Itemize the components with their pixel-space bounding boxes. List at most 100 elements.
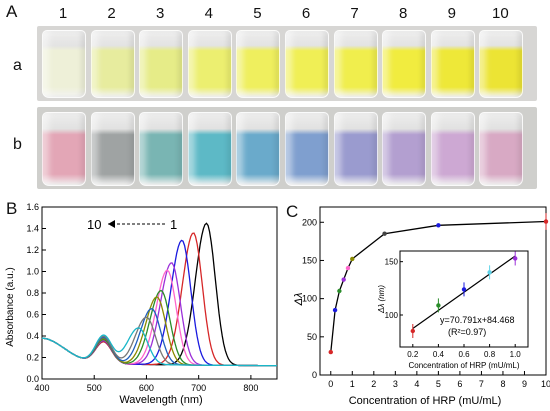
inset-equation: y=70.791x+84.468 — [440, 315, 515, 325]
vial — [479, 112, 524, 186]
vial-number: 7 — [350, 5, 359, 22]
panel-a-letter: A — [6, 2, 18, 21]
vial — [139, 30, 184, 98]
y-tick-label: 1.6 — [26, 202, 39, 212]
inset-x-tick-label: 0.2 — [407, 350, 419, 359]
vial-number: 1 — [58, 5, 68, 22]
inset-xlabel: Concentration of HRP (mU/mL) — [409, 361, 520, 370]
inset-y-tick-label: 150 — [385, 258, 399, 267]
panel-b-letter: B — [6, 199, 18, 218]
y-tick-label: 50 — [307, 332, 317, 342]
vial — [285, 30, 329, 98]
chart-c-xlabel: Concentration of HRP (mU/mL) — [349, 395, 502, 407]
absorbance-spectra-chart: 400 500 600 700 800 0.0 0.2 0.4 0.6 0.8 1.0 1.2 1.4 1… — [5, 202, 278, 406]
y-tick-label: 0.6 — [26, 310, 39, 320]
row-label-b: b — [13, 136, 22, 153]
x-tick-label: 2 — [371, 379, 376, 389]
panel-c-letter: C — [286, 202, 299, 221]
vial — [236, 112, 281, 186]
inset-x-tick-label: 0.6 — [458, 350, 470, 359]
inset-point — [513, 256, 518, 261]
vial — [90, 112, 135, 186]
inset-ylabel: Δλ (nm) — [377, 285, 386, 314]
y-tick-label: 200 — [302, 217, 317, 227]
vial — [42, 112, 86, 186]
vial-number: 9 — [447, 5, 456, 22]
vial-number: 4 — [204, 5, 213, 22]
x-tick-label: 800 — [243, 383, 258, 393]
x-tick-label: 8 — [500, 379, 505, 389]
vial — [333, 30, 378, 98]
x-tick-label: 1 — [350, 379, 355, 389]
x-tick-label: 7 — [479, 379, 484, 389]
inset-point — [487, 270, 492, 275]
x-tick-label: 5 — [436, 379, 441, 389]
vial — [382, 30, 427, 98]
vial — [187, 30, 232, 98]
x-tick-label: 400 — [34, 383, 49, 393]
shift-point — [332, 307, 338, 313]
inset-x-tick-label: 0.4 — [433, 350, 445, 359]
vial-number: 6 — [301, 5, 311, 22]
vial — [333, 112, 378, 186]
y-tick-label: 0.8 — [26, 288, 39, 298]
spectrum-series — [41, 307, 277, 367]
shift-point — [382, 231, 387, 236]
y-tick-label: 150 — [302, 255, 317, 265]
inset-point — [436, 303, 441, 308]
vial — [430, 30, 475, 98]
y-tick-label: 100 — [302, 294, 317, 304]
vial-number: 2 — [107, 5, 116, 22]
inset-r2: (R²=0.97) — [448, 327, 486, 337]
x-tick-label: 4 — [414, 379, 419, 389]
shift-point — [436, 223, 441, 228]
y-tick-label: 1.4 — [26, 224, 39, 234]
inset-frame — [399, 250, 529, 348]
annotation-left: 10 — [87, 217, 101, 232]
row-label-a: a — [13, 57, 22, 74]
inset-x-tick-label: 1.0 — [510, 350, 522, 359]
y-tick-label: 0 — [312, 370, 317, 380]
inset-point — [410, 328, 415, 334]
spectrum-series — [41, 327, 277, 367]
x-tick-label: 3 — [393, 379, 398, 389]
x-tick-label: 600 — [139, 383, 154, 393]
shift-point — [337, 288, 342, 294]
vial — [42, 30, 86, 98]
vial — [139, 112, 184, 186]
annotation-right: 1 — [170, 217, 177, 232]
vial — [90, 30, 135, 98]
shift-point — [350, 256, 355, 262]
spectrum-series — [41, 222, 277, 367]
vial — [479, 30, 524, 98]
x-tick-label: 700 — [191, 383, 206, 393]
vial-number: 10 — [492, 5, 509, 22]
y-tick-label: 0.2 — [26, 353, 39, 363]
y-tick-label: 0.0 — [26, 374, 39, 384]
inset-y-tick-label: 100 — [385, 311, 399, 320]
shift-point — [341, 277, 346, 282]
y-tick-label: 1.0 — [26, 267, 39, 277]
shift-point — [328, 349, 333, 355]
x-tick-label: 10 — [541, 379, 550, 389]
inset-point — [461, 287, 467, 292]
chart-c-frame — [319, 206, 547, 376]
x-tick-label: 500 — [87, 383, 102, 393]
annotation-arrowhead — [108, 220, 115, 228]
shift-point — [345, 265, 351, 271]
x-tick-label: 9 — [522, 379, 527, 389]
y-tick-label: 0.4 — [26, 331, 39, 341]
x-tick-label: 6 — [457, 379, 462, 389]
vial — [187, 112, 232, 186]
chart-b-ylabel: Absorbance (a.u.) — [5, 267, 16, 347]
vial-number: 8 — [399, 5, 408, 22]
vial-number: 5 — [253, 5, 262, 22]
chart-c-ylabel: Δλ — [293, 293, 305, 307]
spectrum-series — [41, 269, 277, 367]
vial-number: 3 — [156, 5, 165, 22]
y-tick-label: 1.2 — [26, 245, 39, 255]
vial — [285, 112, 329, 186]
vial — [236, 30, 281, 98]
vial — [382, 112, 427, 186]
x-tick-label: 0 — [328, 379, 333, 389]
